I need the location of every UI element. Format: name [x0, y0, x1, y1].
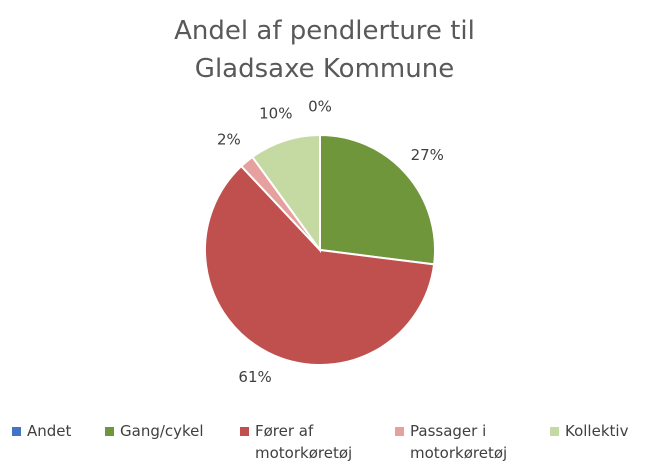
- legend-item: Kollektiv: [550, 420, 645, 442]
- legend-label: Passager i motorkøretøj: [410, 422, 508, 462]
- legend-label: Gang/cykel: [120, 422, 204, 440]
- data-label: 10%: [259, 104, 292, 122]
- chart-title: Andel af pendlerture til Gladsaxe Kommun…: [174, 16, 475, 84]
- data-label: 61%: [238, 368, 271, 386]
- pie-slice: [319, 133, 436, 266]
- legend-item: Gang/cykel: [105, 420, 225, 442]
- pie-slice: [204, 164, 436, 366]
- legend: Andet Gang/cykel Fører af motorkøretøj Pass…: [0, 420, 649, 464]
- pie-slice: [251, 133, 321, 254]
- legend-label: Kollektiv: [565, 422, 629, 440]
- legend-swatch: [550, 427, 559, 436]
- legend-label: Fører af motorkøretøj: [255, 422, 353, 462]
- legend-item: Andet: [12, 420, 92, 442]
- legend-item: Fører af motorkøretøj: [240, 420, 380, 464]
- data-label: 0%: [308, 98, 332, 116]
- chart-title-box: Andel af pendlerture til Gladsaxe Kommun…: [0, 12, 649, 88]
- data-label: 27%: [411, 146, 444, 164]
- legend-swatch: [12, 427, 21, 436]
- legend-item: Passager i motorkøretøj: [395, 420, 535, 464]
- data-label: 2%: [217, 130, 241, 148]
- legend-swatch: [395, 427, 404, 436]
- legend-swatch: [105, 427, 114, 436]
- legend-label: Andet: [27, 422, 72, 440]
- legend-swatch: [240, 427, 249, 436]
- pie-area: 0% 27% 61% 2% 10%: [204, 98, 444, 386]
